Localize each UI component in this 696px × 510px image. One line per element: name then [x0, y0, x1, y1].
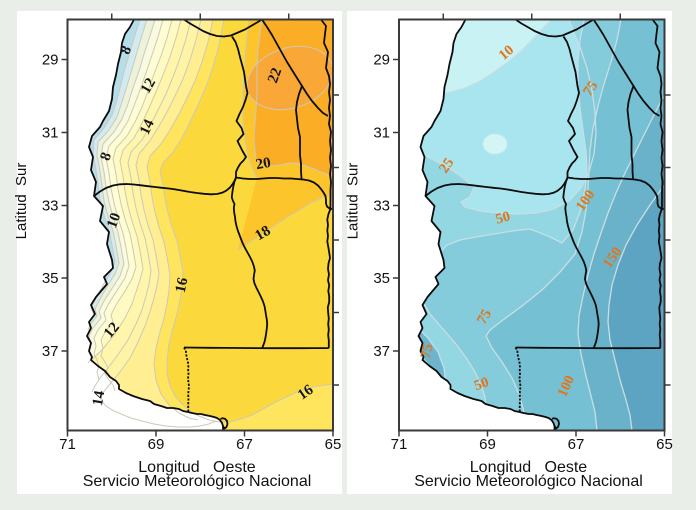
svg-text:12: 12 [138, 76, 159, 97]
svg-text:14: 14 [90, 389, 108, 407]
svg-text:Servicio Meteorológico Naciona: Servicio Meteorológico Nacional [414, 473, 643, 490]
svg-text:35: 35 [42, 270, 59, 287]
svg-text:Latitud Sur: Latitud Sur [13, 163, 30, 240]
svg-text:71: 71 [391, 436, 408, 453]
svg-text:69: 69 [479, 436, 496, 453]
svg-text:65: 65 [325, 436, 342, 453]
svg-text:22: 22 [265, 66, 285, 86]
svg-text:50: 50 [472, 374, 491, 394]
svg-text:18: 18 [253, 223, 274, 244]
svg-text:50: 50 [494, 209, 512, 228]
svg-text:29: 29 [373, 52, 390, 69]
svg-text:69: 69 [148, 436, 165, 453]
svg-text:Longitud Oeste: Longitud Oeste [470, 459, 588, 476]
svg-text:14: 14 [137, 117, 158, 138]
svg-text:Latitud Sur: Latitud Sur [345, 163, 362, 240]
svg-text:10: 10 [104, 211, 124, 231]
svg-text:16: 16 [173, 276, 192, 294]
svg-text:75: 75 [474, 307, 495, 328]
svg-text:65: 65 [656, 436, 673, 453]
svg-text:20: 20 [255, 155, 273, 173]
svg-text:29: 29 [42, 52, 59, 69]
svg-text:71: 71 [59, 436, 76, 453]
svg-text:Longitud Oeste: Longitud Oeste [138, 459, 256, 476]
svg-text:33: 33 [42, 198, 59, 215]
svg-text:37: 37 [373, 343, 390, 360]
svg-text:31: 31 [42, 125, 59, 142]
svg-text:Servicio Meteorológico Naciona: Servicio Meteorológico Nacional [83, 473, 312, 490]
svg-text:67: 67 [568, 436, 585, 453]
svg-text:67: 67 [236, 436, 253, 453]
svg-text:33: 33 [373, 198, 390, 215]
svg-text:75: 75 [418, 342, 437, 360]
svg-text:37: 37 [42, 343, 59, 360]
svg-text:35: 35 [373, 270, 390, 287]
svg-text:31: 31 [373, 125, 390, 142]
